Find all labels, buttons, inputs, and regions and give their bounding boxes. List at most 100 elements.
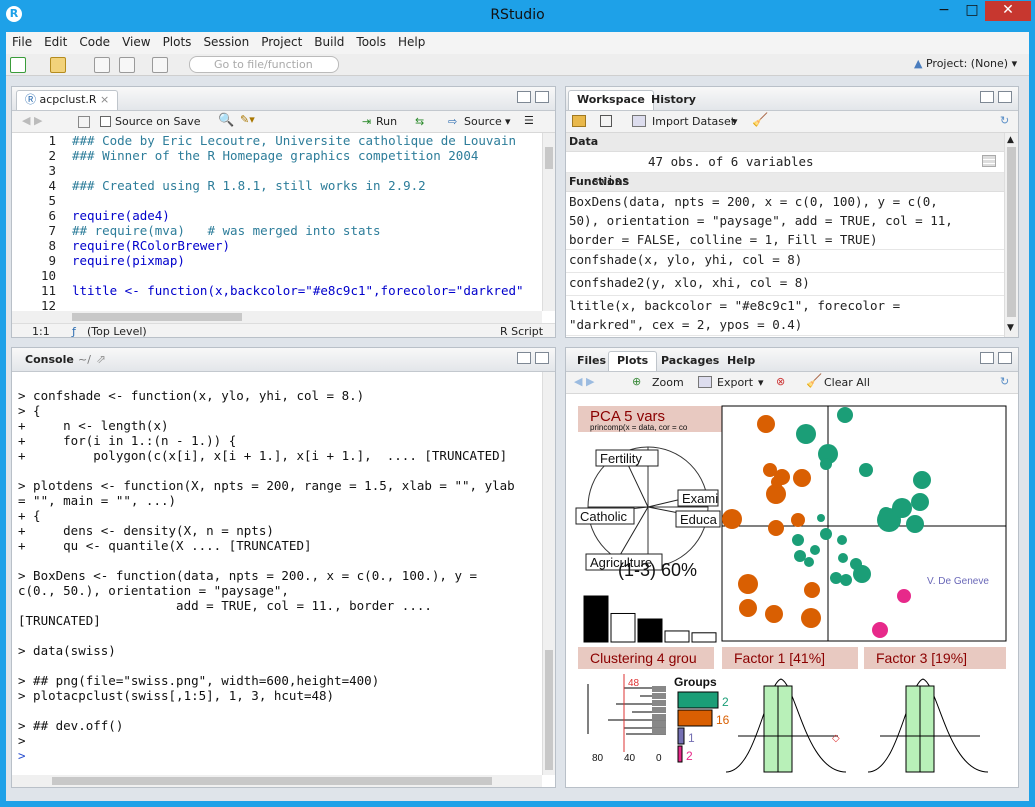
- rerun-icon[interactable]: ⇆: [415, 115, 425, 128]
- function-row[interactable]: ltitle(x, backcolor = "#e8c9c1", forecol…: [566, 296, 1004, 336]
- new-file-icon[interactable]: [10, 57, 26, 73]
- console-pane: Console ~/ ⇗ > confshade <- function(x, …: [11, 347, 556, 788]
- filetype-selector[interactable]: R Script: [500, 325, 544, 338]
- scree-bar: [664, 630, 690, 643]
- source-dropdown-icon[interactable]: ▾: [505, 115, 511, 128]
- workspace-vscrollbar[interactable]: ▲ ▼: [1004, 133, 1018, 337]
- save-workspace-icon[interactable]: [600, 115, 612, 127]
- project-label: Project: (None): [925, 57, 1009, 70]
- console-vscrollbar[interactable]: [542, 372, 555, 775]
- tab-plots[interactable]: Plots: [608, 351, 658, 371]
- tab-label: acpclust.R: [39, 93, 97, 106]
- tab-packages[interactable]: Packages: [661, 354, 720, 367]
- refresh-plot-icon[interactable]: ↻: [1000, 375, 1010, 388]
- scatter-point: [771, 476, 783, 488]
- minimize-pane-icon[interactable]: [517, 91, 531, 103]
- menu-view[interactable]: View: [122, 35, 151, 49]
- console-hscrollbar[interactable]: [12, 775, 542, 787]
- scroll-down-icon[interactable]: ▼: [1007, 323, 1014, 333]
- console-hscroll-thumb[interactable]: [52, 777, 492, 785]
- save-doc-icon[interactable]: [78, 116, 90, 128]
- scroll-thumb[interactable]: [545, 147, 553, 169]
- maximize-plots-icon[interactable]: [998, 352, 1012, 364]
- code-line: 4 ### Created using R 1.8.1, still works …: [12, 178, 542, 193]
- factor1-density-curve: [725, 678, 847, 773]
- menu-tools[interactable]: Tools: [356, 35, 386, 49]
- refresh-icon[interactable]: ↻: [1000, 114, 1010, 127]
- clear-plots-icon: 🧹: [806, 374, 823, 389]
- editor-vscrollbar[interactable]: [542, 133, 555, 311]
- prev-plot-icon[interactable]: ◀ ▶: [574, 375, 595, 388]
- console-line: > BoxDens <- function(data, npts = 200.,…: [18, 568, 478, 583]
- run-button[interactable]: Run: [376, 115, 398, 128]
- code-line: 3: [12, 163, 542, 178]
- tab-files[interactable]: Files: [577, 354, 607, 367]
- scroll-up-icon[interactable]: ▲: [1007, 135, 1014, 145]
- tab-history[interactable]: History: [651, 93, 696, 106]
- maximize-workspace-icon[interactable]: [998, 91, 1012, 103]
- find-icon[interactable]: 🔍: [218, 113, 235, 128]
- save-all-icon[interactable]: [119, 57, 135, 73]
- scope-selector[interactable]: (Top Level): [87, 325, 147, 338]
- maximize-button[interactable]: □: [965, 2, 979, 18]
- back-icon[interactable]: ◀ ▶: [22, 114, 43, 127]
- menu-file[interactable]: File: [12, 35, 33, 49]
- export-dropdown-icon[interactable]: ▾: [758, 376, 764, 389]
- pca-subtitle: princomp(x = data, cor = co: [590, 423, 688, 432]
- hscroll-thumb[interactable]: [72, 313, 242, 321]
- console-scroll-thumb[interactable]: [545, 650, 553, 770]
- line-number: 9: [48, 253, 56, 268]
- minimize-plots-icon[interactable]: [980, 352, 994, 364]
- remove-plot-icon[interactable]: ⊗: [776, 375, 786, 388]
- import-dataset-button[interactable]: Import Dataset: [652, 115, 736, 128]
- tab-workspace[interactable]: Workspace: [568, 90, 654, 110]
- console-line: + polygon(c(x[i], x[i + 1.], x[i + 1.], …: [18, 448, 508, 463]
- function-row[interactable]: confshade2(y, xlo, xhi, col = 8): [566, 273, 1004, 296]
- minimize-button[interactable]: −: [938, 2, 950, 18]
- clear-workspace-icon[interactable]: 🧹: [752, 113, 769, 128]
- function-row[interactable]: confshade(x, ylo, yhi, col = 8): [566, 250, 1004, 273]
- clear-all-button[interactable]: Clear All: [824, 376, 870, 389]
- tab-help[interactable]: Help: [727, 354, 756, 367]
- scree-bar: [691, 632, 717, 643]
- menu-session[interactable]: Session: [203, 35, 250, 49]
- menu-project[interactable]: Project: [261, 35, 303, 49]
- maximize-console-icon[interactable]: [535, 352, 549, 364]
- source-on-save-checkbox[interactable]: [100, 116, 111, 127]
- goto-dir-icon[interactable]: ⇗: [96, 352, 107, 366]
- console-line: [18, 703, 538, 718]
- project-menu[interactable]: ▲ Project: (None) ▾: [914, 57, 1018, 70]
- source-button[interactable]: Source: [464, 115, 502, 128]
- load-workspace-icon[interactable]: [572, 115, 586, 127]
- minimize-workspace-icon[interactable]: [980, 91, 994, 103]
- console-line: [18, 463, 538, 478]
- goto-file-input[interactable]: Go to file/function: [189, 56, 339, 73]
- menu-build[interactable]: Build: [314, 35, 345, 49]
- code-area[interactable]: 1 ### Code by Eric Lecoutre, Universite c…: [12, 133, 542, 311]
- editor-hscrollbar[interactable]: [12, 311, 542, 323]
- minimize-console-icon[interactable]: [517, 352, 531, 364]
- menu-plots[interactable]: Plots: [162, 35, 192, 49]
- code-tools-icon[interactable]: ✎▾: [240, 113, 255, 126]
- tab-acpclust[interactable]: Ⓡ acpclust.R ×: [16, 90, 119, 110]
- save-icon[interactable]: [94, 57, 110, 73]
- console-output[interactable]: > confshade <- function(x, ylo, yhi, col…: [18, 388, 538, 766]
- zoom-button[interactable]: Zoom: [652, 376, 684, 389]
- maximize-pane-icon[interactable]: [535, 91, 549, 103]
- close-tab-icon[interactable]: ×: [100, 93, 110, 106]
- menu-code[interactable]: Code: [79, 35, 111, 49]
- menu-edit[interactable]: Edit: [44, 35, 68, 49]
- menu-help[interactable]: Help: [397, 35, 426, 49]
- close-button[interactable]: ✕: [985, 1, 1031, 21]
- import-dropdown-icon[interactable]: ▾: [732, 115, 738, 128]
- print-icon[interactable]: [152, 57, 168, 73]
- data-row-swiss[interactable]: swiss 47 obs. of 6 variables: [566, 152, 1004, 188]
- console-tabstrip: Console ~/ ⇗: [12, 348, 555, 372]
- function-row[interactable]: BoxDens(data, npts = 200, x = c(0, 100),…: [566, 192, 1004, 250]
- export-button[interactable]: Export: [717, 376, 754, 389]
- var-label-box: [595, 449, 659, 467]
- outline-icon[interactable]: ☰: [524, 114, 534, 127]
- workspace-scroll-thumb[interactable]: [1007, 147, 1016, 317]
- open-file-icon[interactable]: [50, 57, 66, 73]
- view-data-icon[interactable]: [982, 155, 996, 167]
